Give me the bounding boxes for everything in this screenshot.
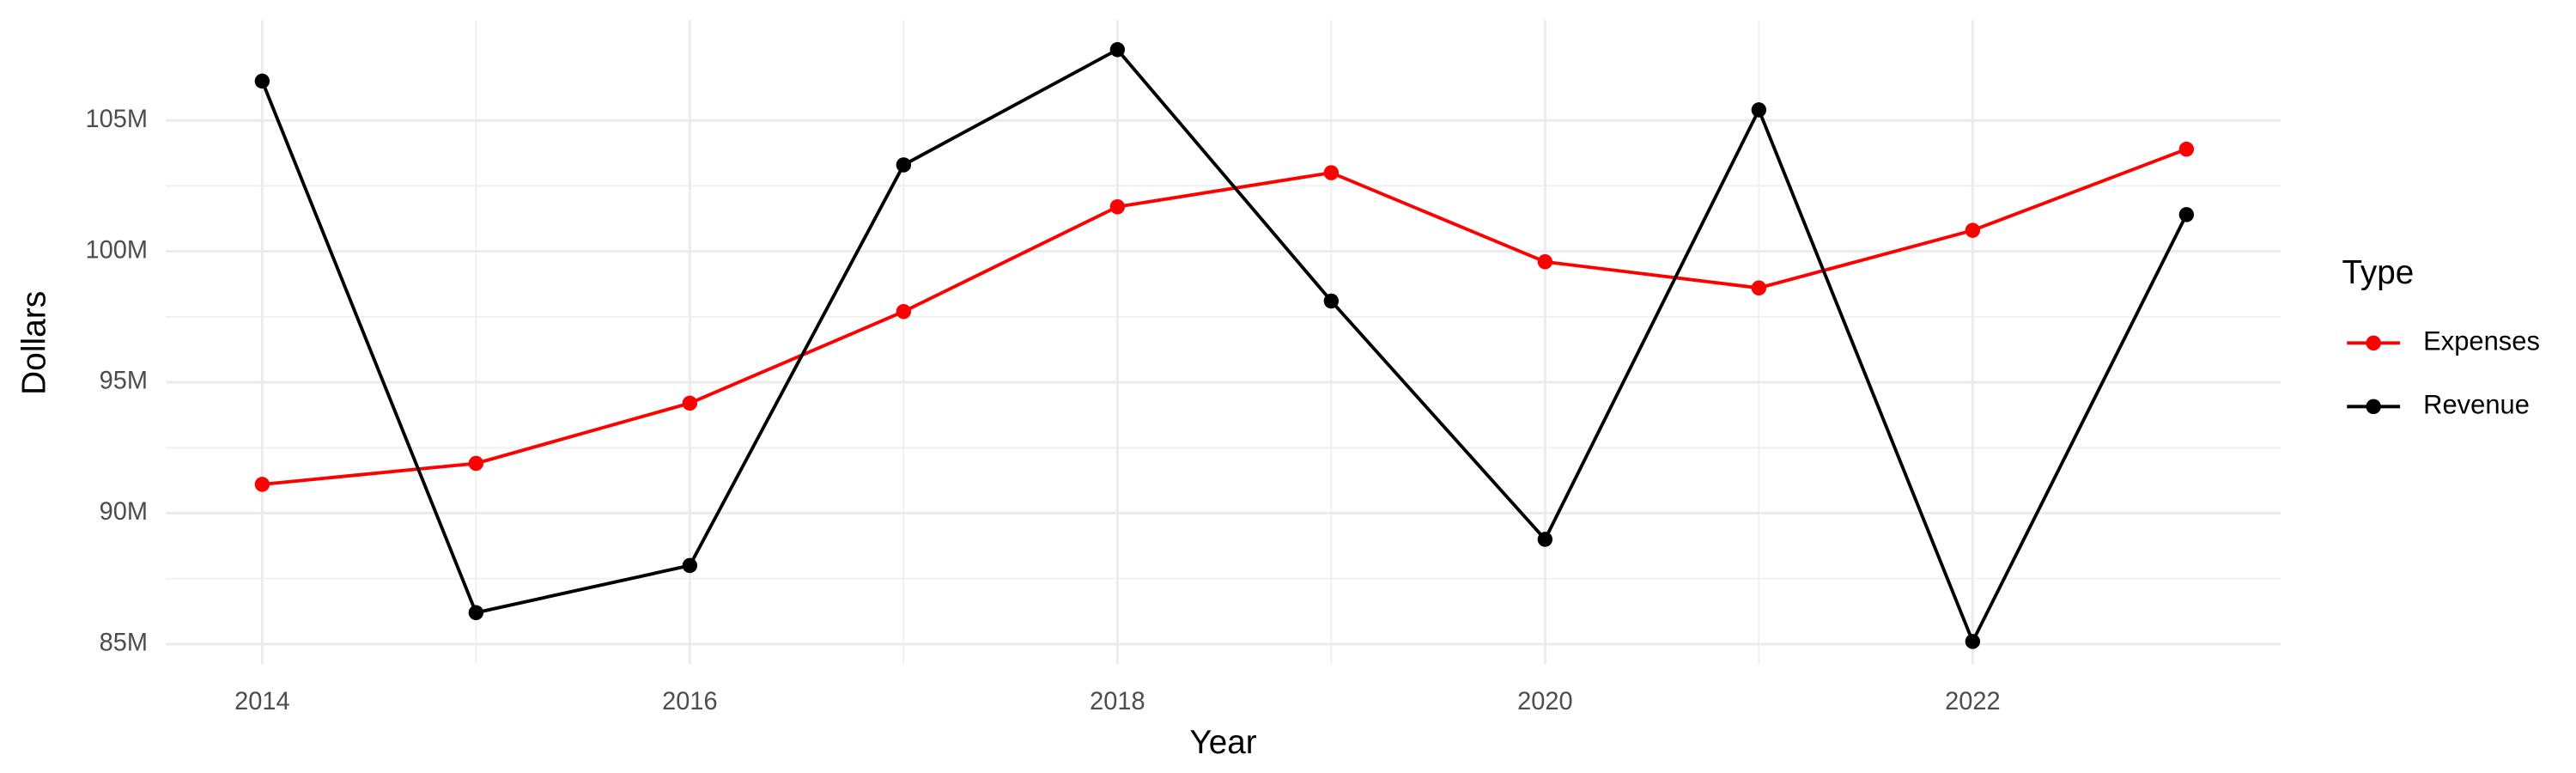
data-point <box>896 157 912 173</box>
data-point <box>896 303 912 320</box>
series-line <box>262 147 2188 486</box>
data-point <box>1109 198 1126 215</box>
data-point <box>468 455 484 472</box>
legend-label: Expenses <box>2423 326 2540 356</box>
legend-key-point <box>2366 399 2381 415</box>
data-point <box>2178 141 2195 157</box>
data-point <box>1323 165 1340 180</box>
data-point <box>254 73 270 89</box>
y-tick-label: 95M <box>100 368 148 395</box>
data-point <box>1537 532 1553 547</box>
data-point <box>682 557 698 574</box>
data-point <box>1323 293 1340 309</box>
data-point <box>1751 280 1767 296</box>
x-tick-label: 2020 <box>1517 688 1572 715</box>
x-axis-title: Year <box>1190 724 1257 761</box>
data-point <box>1537 254 1553 270</box>
data-point <box>1965 634 1981 649</box>
legend-key-point <box>2366 335 2381 351</box>
x-tick-label: 2016 <box>662 688 717 715</box>
x-tick-label: 2014 <box>234 688 289 715</box>
y-tick-label: 85M <box>100 630 148 657</box>
data-point <box>468 605 484 621</box>
data-point <box>2178 207 2195 222</box>
y-tick-label: 105M <box>86 106 148 133</box>
legend-label: Revenue <box>2423 390 2530 420</box>
data-point <box>254 477 270 492</box>
y-axis-title: Dollars <box>16 291 53 395</box>
x-tick-label: 2022 <box>1945 688 2000 715</box>
data-point <box>1109 42 1126 58</box>
y-tick-label: 100M <box>86 236 148 264</box>
data-point <box>1751 102 1767 118</box>
x-tick-label: 2018 <box>1090 688 1145 715</box>
data-point <box>1965 222 1981 238</box>
legend-title: Type <box>2342 254 2414 291</box>
data-point <box>682 395 698 411</box>
y-tick-label: 90M <box>100 498 148 526</box>
series-line <box>260 47 2189 646</box>
